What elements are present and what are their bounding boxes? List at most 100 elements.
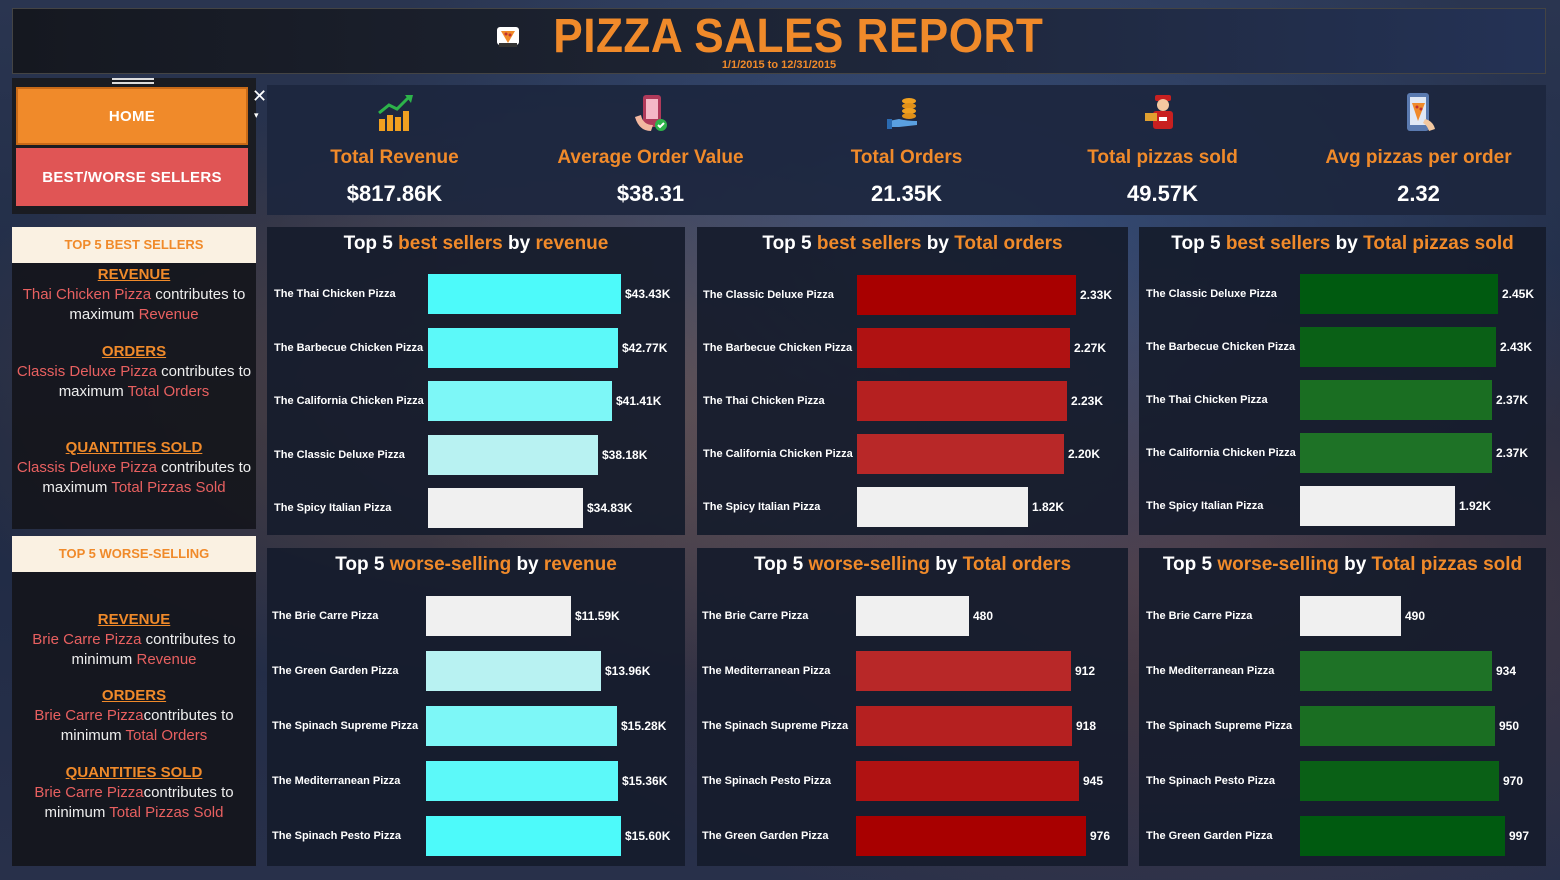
category-label: The Classic Deluxe Pizza — [274, 448, 405, 461]
chart-panel: Top 5 best sellers by Total pizzas sold T… — [1139, 227, 1546, 535]
metric-name: Total Orders — [125, 727, 208, 744]
drag-handle[interactable] — [112, 78, 154, 84]
bar[interactable] — [857, 487, 1028, 527]
data-label: 1.92K — [1459, 499, 1492, 513]
summary-text: contributes to minimum — [60, 707, 234, 744]
category-label: The Mediterranean Pizza — [1146, 665, 1275, 677]
category-label: The California Chicken Pizza — [1146, 447, 1296, 459]
data-label: 950 — [1499, 719, 1520, 733]
bar[interactable] — [1300, 274, 1498, 314]
category-label: The Spinach Pesto Pizza — [272, 830, 401, 842]
bar[interactable] — [1300, 486, 1455, 526]
bar[interactable] — [1300, 380, 1492, 420]
data-label: 945 — [1083, 774, 1104, 788]
bar[interactable] — [1300, 433, 1492, 473]
bar[interactable] — [1300, 596, 1401, 636]
bar[interactable] — [1300, 816, 1505, 856]
summary-quantities: QUANTITIES SOLD Classis Deluxe Pizza con… — [16, 438, 252, 498]
delivery-person-icon — [1144, 95, 1173, 129]
money-growth-icon — [377, 95, 413, 131]
data-label: 976 — [1090, 829, 1111, 843]
chart-title-part: Top 5 — [1162, 554, 1218, 575]
section-title: ORDERS — [101, 687, 167, 704]
summary-quantities: QUANTITIES SOLD Brie Carre Pizzacontribu… — [22, 763, 246, 823]
chart-title-part: revenue — [535, 233, 609, 254]
kpi-total-revenue: Total Revenue $817.86K — [267, 85, 522, 207]
category-label: The Mediterranean Pizza — [272, 775, 401, 787]
bar[interactable] — [856, 596, 969, 636]
bar[interactable] — [426, 596, 571, 636]
chart-title-part: worse-selling — [1217, 554, 1339, 575]
category-label: The Spinach Supreme Pizza — [1146, 720, 1293, 732]
close-icon[interactable]: ✕ — [252, 86, 268, 106]
data-label: $15.60K — [625, 829, 671, 843]
bar[interactable] — [1300, 761, 1499, 801]
chart-title-part: Total orders — [962, 554, 1072, 575]
bar[interactable] — [426, 816, 621, 856]
category-label: The Spicy Italian Pizza — [703, 501, 821, 513]
chart-panel: Top 5 worse-selling by Total orders The B… — [697, 548, 1128, 866]
item-name: Brie Carre Pizza — [34, 784, 144, 801]
bar[interactable] — [856, 651, 1071, 691]
category-label: The Thai Chicken Pizza — [1146, 394, 1268, 406]
bar[interactable] — [857, 328, 1070, 368]
bar[interactable] — [856, 816, 1086, 856]
data-label: 2.23K — [1071, 394, 1104, 408]
category-label: The Spinach Supreme Pizza — [702, 720, 849, 732]
category-label: The Classic Deluxe Pizza — [1146, 288, 1277, 300]
chart-title: Top 5 worse-selling by revenue — [267, 554, 685, 576]
bar[interactable] — [428, 381, 612, 421]
bar[interactable] — [428, 274, 621, 314]
data-label: 2.37K — [1496, 446, 1529, 460]
category-label: The Classic Deluxe Pizza — [703, 289, 834, 301]
chart-title: Top 5 best sellers by revenue — [267, 233, 685, 255]
category-label: The Thai Chicken Pizza — [703, 395, 825, 407]
metric-name: Total Pizzas Sold — [111, 479, 226, 496]
bar[interactable] — [857, 381, 1067, 421]
category-label: The Barbecue Chicken Pizza — [703, 342, 853, 354]
bar[interactable] — [428, 434, 598, 475]
best-sellers-summary: TOP 5 BEST SELLERS REVENUE Thai Chicken … — [12, 227, 256, 529]
bar[interactable] — [426, 651, 601, 691]
bar[interactable] — [428, 488, 583, 528]
data-label: $38.18K — [602, 447, 648, 462]
bar[interactable] — [1300, 651, 1492, 691]
bar[interactable] — [426, 761, 618, 801]
summary-revenue: REVENUE Brie Carre Pizza contributes to … — [22, 610, 246, 670]
phone-payment-icon — [634, 95, 667, 131]
data-label: 490 — [1405, 609, 1426, 623]
chart-panel: Top 5 worse-selling by Total pizzas sold… — [1139, 548, 1546, 866]
data-label: 1.82K — [1032, 500, 1065, 514]
bar[interactable] — [857, 434, 1064, 474]
summary-text: contributes to maximum — [69, 286, 246, 323]
bar[interactable] — [428, 327, 618, 368]
data-label: 2.20K — [1068, 447, 1101, 461]
chart-title-part: by — [1338, 554, 1372, 575]
report-title: PIZZA SALES REPORT — [553, 10, 1044, 63]
item-name: Thai Chicken Pizza — [22, 286, 152, 303]
worse-selling-heading: TOP 5 WORSE-SELLING — [12, 536, 256, 572]
summary-orders: ORDERS Brie Carre Pizzacontributes to mi… — [22, 686, 246, 746]
bar[interactable] — [426, 706, 617, 746]
bar[interactable] — [856, 706, 1072, 746]
bar[interactable] — [1300, 706, 1495, 746]
summary-text: contributes to minimum — [44, 784, 234, 821]
home-button[interactable]: HOME — [16, 87, 248, 145]
chart-title-part: Top 5 — [1171, 233, 1226, 254]
chart-title-part: by — [511, 554, 544, 575]
best-worse-sellers-button[interactable]: BEST/WORSE SELLERS — [16, 148, 248, 206]
nav-panel: HOME BEST/WORSE SELLERS ✕ ▾ — [12, 78, 267, 214]
data-label: $43.43K — [625, 287, 671, 301]
bar[interactable] — [856, 761, 1079, 801]
category-label: The Green Garden Pizza — [272, 665, 399, 677]
phone-pizza-icon — [1406, 93, 1435, 131]
coins-hand-icon — [886, 98, 917, 129]
category-label: The Barbecue Chicken Pizza — [1146, 341, 1296, 353]
chevron-down-icon[interactable]: ▾ — [254, 110, 259, 120]
bar[interactable] — [857, 275, 1076, 315]
data-label: $15.28K — [621, 719, 667, 733]
chart-panel: Top 5 best sellers by revenue The Thai Ch… — [267, 227, 685, 535]
pizza-logo-icon — [493, 21, 523, 51]
bar[interactable] — [1300, 327, 1496, 367]
kpi-label: Total Orders — [850, 147, 963, 168]
